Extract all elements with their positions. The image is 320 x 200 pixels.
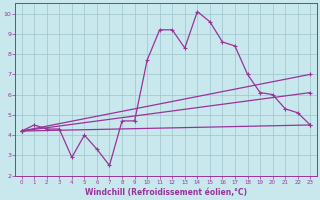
X-axis label: Windchill (Refroidissement éolien,°C): Windchill (Refroidissement éolien,°C) — [85, 188, 247, 197]
